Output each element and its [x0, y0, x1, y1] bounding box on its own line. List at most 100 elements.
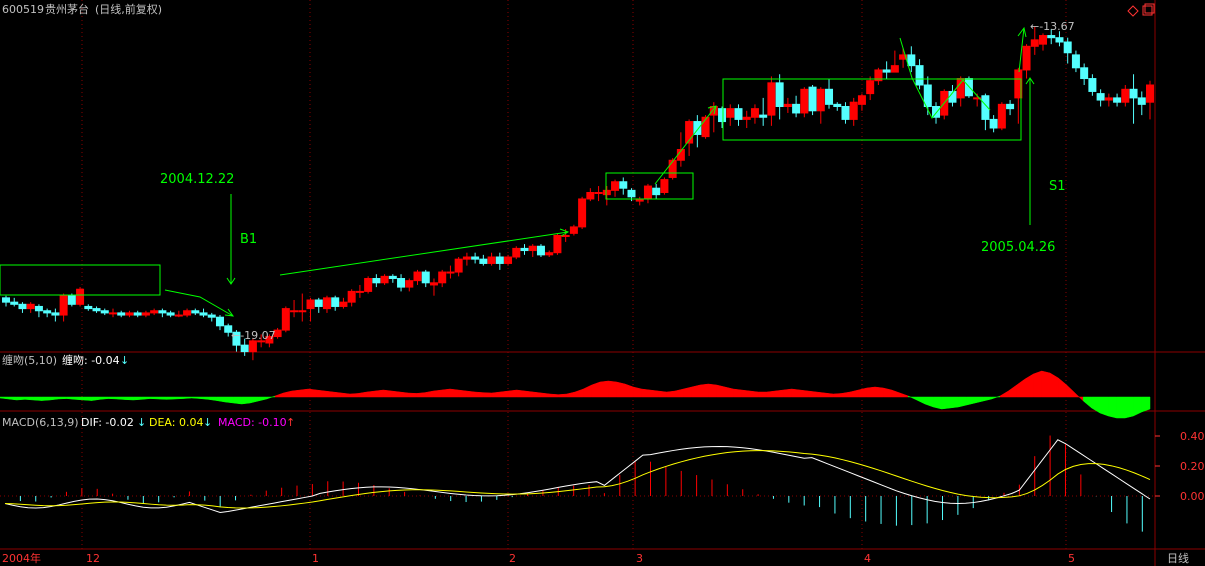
chanwen-segment [833, 393, 842, 398]
dif-label: DIF: -0.02 [81, 416, 134, 429]
chanwen-segment [683, 386, 692, 398]
candle [108, 308, 117, 318]
candle [462, 252, 471, 266]
chanwen-segment [791, 388, 801, 398]
candle [1063, 37, 1072, 64]
candle [67, 293, 76, 307]
chanwen-segment [449, 388, 459, 398]
candle [347, 289, 356, 307]
macd-label: MACD: -0.10 [218, 416, 287, 429]
chanwen-segment [141, 396, 151, 400]
restore-icon[interactable] [1142, 5, 1153, 16]
candle [750, 104, 759, 124]
candle [512, 246, 521, 260]
candle [528, 244, 537, 257]
candle [553, 233, 562, 255]
candle [718, 106, 727, 128]
window-controls[interactable] [1127, 3, 1155, 17]
candle [857, 93, 866, 111]
trend-arrowhead-2 [559, 228, 570, 237]
consolidation-box-3 [722, 78, 1022, 141]
chanwen-segment [533, 391, 542, 398]
low-price-label: ←-19.07 [231, 329, 276, 342]
chanwen-segment [274, 392, 284, 398]
candle [421, 269, 430, 288]
candle [635, 196, 644, 206]
candle [940, 89, 949, 120]
candle [215, 315, 224, 331]
candle [643, 183, 652, 204]
date-label: 2004年 [2, 551, 41, 565]
candle [915, 59, 924, 90]
chanwen-segment [558, 393, 567, 398]
candle [174, 310, 183, 318]
trend-arrow-final [1018, 27, 1025, 73]
candle [775, 74, 784, 120]
chanwen-segment [933, 396, 942, 410]
dea-arrow: ↓ [203, 416, 212, 429]
candle [1113, 93, 1122, 107]
period-label: (日线,前复权) [95, 2, 162, 16]
consolidation-box-1 [0, 264, 161, 296]
chanwen-segment [824, 392, 834, 398]
candle [759, 97, 768, 126]
candle [1055, 31, 1064, 47]
chanwen-segment [741, 389, 751, 398]
candle [487, 252, 496, 266]
chanwen-segment [208, 396, 217, 401]
candle [1088, 74, 1097, 96]
candle [1137, 91, 1146, 116]
chanwen-segment [383, 389, 392, 398]
chanwen-segment [591, 381, 601, 398]
chanwen-segment [349, 393, 359, 398]
chanwen-segment [158, 396, 167, 400]
chanwen-segment [133, 396, 142, 401]
candle [322, 295, 331, 313]
candle [1039, 33, 1048, 51]
candle [405, 278, 414, 292]
diamond-icon[interactable] [1127, 5, 1139, 17]
chanwen-segment [708, 383, 717, 398]
date-label: 5 [1068, 552, 1075, 565]
chanwen-segment [299, 388, 309, 398]
candle [841, 102, 850, 124]
candle [257, 334, 266, 348]
chanwen-segment [783, 388, 792, 398]
chanwen-segment [1024, 373, 1034, 398]
chanwen-segment [974, 396, 984, 404]
chanwen-segment [566, 391, 576, 398]
candle [767, 76, 776, 126]
dif-line [4, 439, 1151, 513]
macd-y-axis: 0.40 0.20 0.00 [1155, 430, 1205, 503]
candle [1121, 85, 1130, 107]
chanwen-segment [0, 396, 9, 400]
chanwen-segment [391, 390, 401, 398]
chanwen-segment [858, 387, 867, 398]
chanwen-segment [358, 391, 367, 398]
chanwen-segment [58, 396, 67, 400]
candle [339, 297, 348, 309]
y-tick-label: 0.00 [1180, 490, 1205, 503]
chanwen-segment [266, 395, 276, 400]
chanwen-segment [574, 388, 584, 398]
s1-date: 2005.04.26 [981, 240, 1055, 255]
candle [207, 312, 216, 322]
chanwen-segment [883, 387, 892, 398]
period-selector[interactable]: 日线 [1167, 551, 1189, 565]
chanwen-segment [1083, 396, 1092, 409]
candle [569, 224, 578, 236]
chanwen-segment [216, 396, 226, 403]
chanwen-segment [908, 395, 917, 401]
trend-arrow-up-2 [654, 105, 717, 185]
candle [907, 46, 916, 73]
chanwen-segment [8, 396, 17, 401]
chanwen-segment [24, 396, 34, 401]
chanwen-segment [983, 396, 992, 402]
candle [454, 257, 463, 277]
chanwen-segment [316, 389, 326, 398]
chanwen-segment [1124, 396, 1134, 419]
candle [141, 310, 150, 318]
chanwen-segment [1058, 377, 1067, 398]
candle [652, 183, 661, 199]
chanwen-segment [374, 389, 384, 398]
